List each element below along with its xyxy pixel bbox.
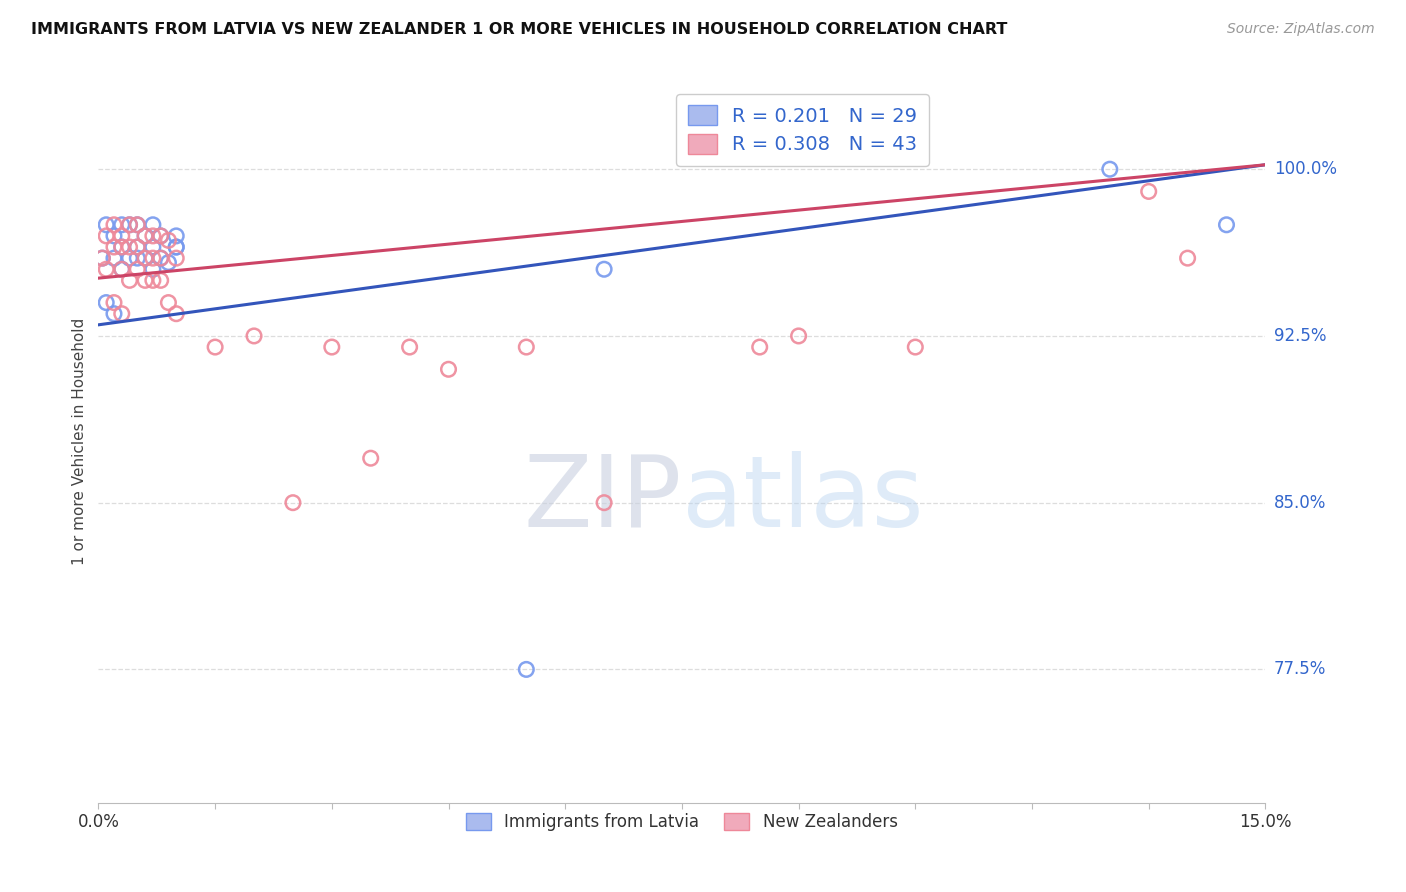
Point <box>96 228 118 243</box>
Point <box>111 240 134 254</box>
Point <box>321 340 343 354</box>
Point <box>134 251 156 265</box>
Point <box>118 273 141 287</box>
Point <box>134 228 156 243</box>
Point <box>96 262 118 277</box>
Point <box>149 273 172 287</box>
Point <box>127 240 149 254</box>
Point <box>111 262 134 277</box>
Point <box>142 273 165 287</box>
Point <box>111 240 134 254</box>
Point <box>593 496 616 510</box>
Point <box>515 340 537 354</box>
Point <box>118 218 141 232</box>
Point <box>118 218 141 232</box>
Point <box>515 662 537 676</box>
Point <box>127 262 149 277</box>
Point <box>118 251 141 265</box>
Point <box>103 307 125 321</box>
Text: 77.5%: 77.5% <box>1274 660 1326 679</box>
Point <box>398 340 420 354</box>
Point <box>103 228 125 243</box>
Text: 85.0%: 85.0% <box>1274 493 1326 512</box>
Point <box>103 240 125 254</box>
Text: Source: ZipAtlas.com: Source: ZipAtlas.com <box>1227 22 1375 37</box>
Point <box>103 295 125 310</box>
Point <box>142 218 165 232</box>
Point <box>437 362 460 376</box>
Point <box>111 262 134 277</box>
Point <box>1137 185 1160 199</box>
Point <box>243 329 266 343</box>
Point <box>204 340 226 354</box>
Point <box>134 273 156 287</box>
Point <box>103 251 125 265</box>
Point <box>165 228 187 243</box>
Point <box>165 240 187 254</box>
Point <box>134 228 156 243</box>
Point <box>149 251 172 265</box>
Point <box>149 251 172 265</box>
Point <box>1098 162 1121 177</box>
Point <box>142 262 165 277</box>
Point <box>111 218 134 232</box>
Point <box>127 251 149 265</box>
Point <box>91 251 114 265</box>
Point <box>142 240 165 254</box>
Text: IMMIGRANTS FROM LATVIA VS NEW ZEALANDER 1 OR MORE VEHICLES IN HOUSEHOLD CORRELAT: IMMIGRANTS FROM LATVIA VS NEW ZEALANDER … <box>31 22 1007 37</box>
Text: 92.5%: 92.5% <box>1274 327 1326 345</box>
Point <box>127 240 149 254</box>
Point <box>165 251 187 265</box>
Point <box>593 262 616 277</box>
Y-axis label: 1 or more Vehicles in Household: 1 or more Vehicles in Household <box>72 318 87 566</box>
Point <box>96 295 118 310</box>
Point <box>157 233 180 247</box>
Point <box>157 255 180 269</box>
Point <box>134 251 156 265</box>
Point <box>149 228 172 243</box>
Point <box>103 218 125 232</box>
Point <box>360 451 382 466</box>
Point <box>787 329 810 343</box>
Point <box>165 307 187 321</box>
Point <box>165 240 187 254</box>
Legend: Immigrants from Latvia, New Zealanders: Immigrants from Latvia, New Zealanders <box>460 806 904 838</box>
Point <box>748 340 770 354</box>
Text: ZIP: ZIP <box>523 450 682 548</box>
Point <box>96 218 118 232</box>
Point <box>127 218 149 232</box>
Point <box>1177 251 1199 265</box>
Point <box>91 251 114 265</box>
Point <box>111 228 134 243</box>
Point <box>127 218 149 232</box>
Point <box>142 228 165 243</box>
Text: atlas: atlas <box>682 450 924 548</box>
Point <box>1215 218 1237 232</box>
Point <box>111 307 134 321</box>
Point <box>149 228 172 243</box>
Point <box>142 251 165 265</box>
Point <box>118 240 141 254</box>
Point <box>281 496 304 510</box>
Point <box>157 295 180 310</box>
Point <box>904 340 927 354</box>
Text: 100.0%: 100.0% <box>1274 161 1337 178</box>
